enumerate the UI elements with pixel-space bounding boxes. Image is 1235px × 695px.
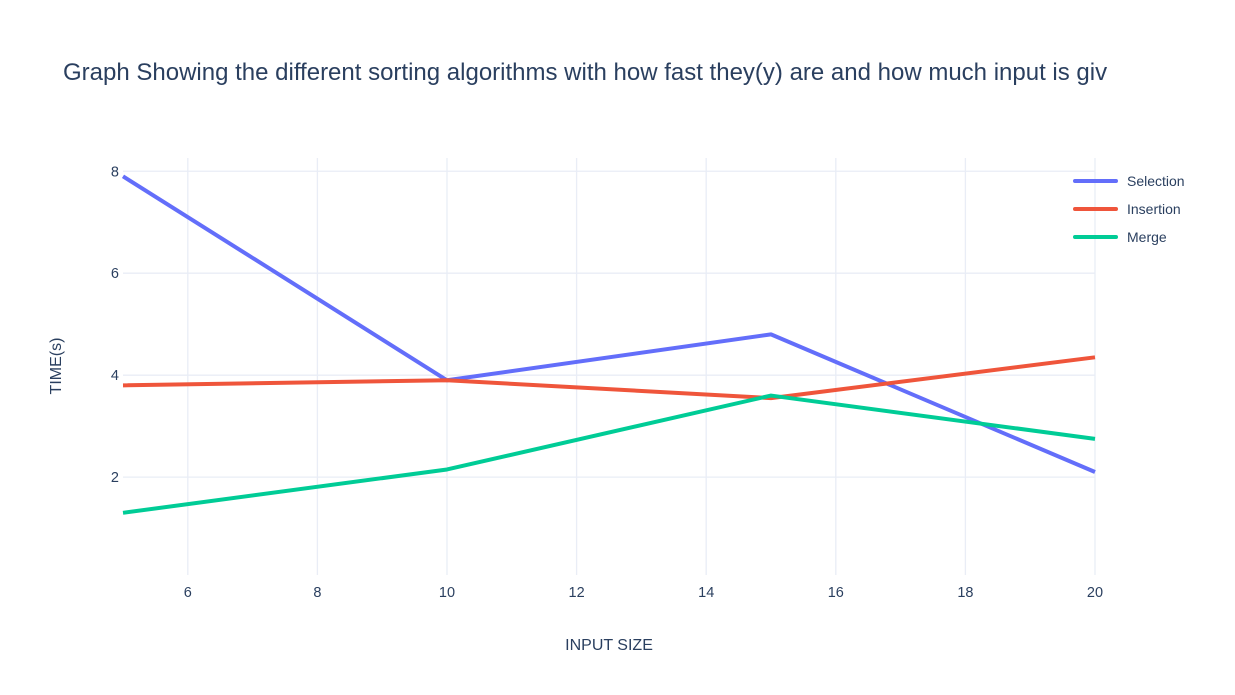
legend-item-merge[interactable]: Merge [1073,223,1185,251]
series-line-selection[interactable] [121,174,1096,474]
y-tick-label: 6 [111,266,119,282]
legend: Selection Insertion Merge [1073,167,1185,251]
x-tick-label: 6 [184,585,192,601]
x-tick-label: 14 [698,585,714,601]
x-tick-label: 12 [569,585,585,601]
legend-label: Merge [1127,229,1167,245]
legend-swatch-insertion [1073,207,1118,211]
x-tick-label: 8 [313,585,321,601]
series-line-merge[interactable] [122,393,1096,515]
chart-title: Graph Showing the different sorting algo… [63,59,1108,86]
series-line-insertion[interactable] [122,355,1096,401]
legend-label: Selection [1127,173,1185,189]
y-axis-title: TIME(s) [48,337,65,395]
x-axis-title: INPUT SIZE [565,637,653,654]
legend-swatch-selection [1073,179,1118,183]
legend-label: Insertion [1127,201,1181,217]
x-tick-label: 10 [439,585,455,601]
y-tick-label: 8 [111,164,119,180]
legend-item-insertion[interactable]: Insertion [1073,195,1185,223]
y-tick-label: 4 [111,368,119,384]
x-tick-label: 16 [828,585,844,601]
y-tick-label: 2 [111,470,119,486]
x-tick-label: 18 [957,585,973,601]
legend-swatch-merge [1073,235,1118,239]
x-tick-label: 20 [1087,585,1103,601]
legend-item-selection[interactable]: Selection [1073,167,1185,195]
